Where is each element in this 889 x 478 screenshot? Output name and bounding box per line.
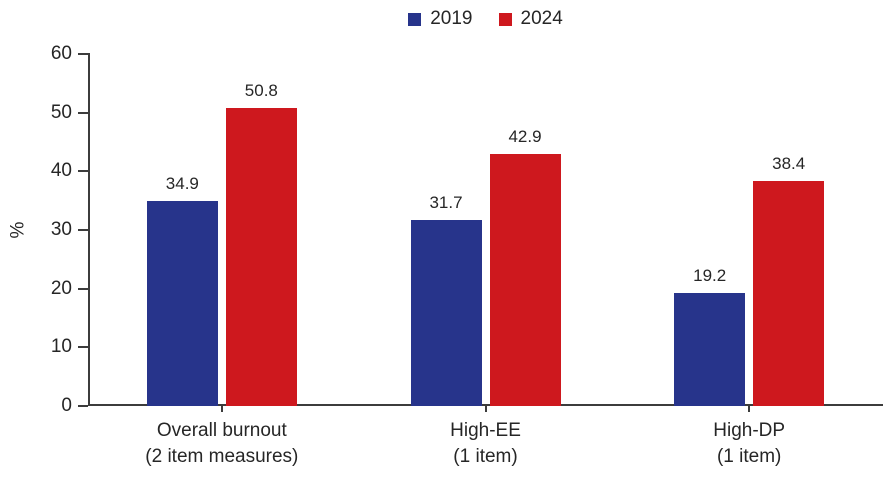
legend-swatch-icon: [408, 12, 422, 26]
y-tick: [78, 111, 88, 114]
value-label: 50.8: [244, 80, 278, 100]
legend-label: 2024: [520, 8, 563, 29]
legend-label: 2019: [430, 8, 473, 29]
y-tick: [78, 53, 88, 55]
value-label: 42.9: [508, 127, 542, 147]
category-label: High-DP (1 item): [713, 420, 786, 467]
bar-2024: [753, 180, 825, 406]
bar-2024: [489, 154, 561, 406]
x-tick: [484, 406, 487, 412]
value-label: 19.2: [693, 266, 727, 286]
x-tick: [220, 406, 223, 412]
y-tick-label: 40: [50, 160, 72, 182]
y-tick: [78, 229, 88, 231]
value-label: 34.9: [165, 174, 199, 194]
bar-2019: [410, 220, 482, 406]
y-tick-label: 10: [50, 336, 72, 358]
y-tick-label: 50: [50, 101, 72, 123]
bar-2024: [225, 107, 297, 406]
y-tick: [78, 170, 88, 173]
y-tick: [78, 346, 88, 349]
value-label: 38.4: [772, 153, 806, 173]
legend: 2019 2024: [90, 8, 881, 30]
x-axis-line: [88, 404, 883, 406]
bar-2019: [674, 293, 746, 406]
y-tick: [78, 287, 88, 290]
category-label: Overall burnout (2 item measures): [145, 420, 299, 467]
y-axis-line: [88, 53, 90, 406]
bar-2019: [146, 201, 218, 406]
y-tick-label: 0: [61, 395, 72, 416]
y-tick-label: 60: [50, 43, 72, 64]
legend-swatch-icon: [498, 12, 512, 26]
legend-item-2024: 2024: [498, 8, 563, 30]
y-tick: [78, 405, 88, 407]
category-label: High-EE (1 item): [450, 420, 521, 467]
value-label: 31.7: [429, 193, 463, 213]
legend-item-2019: 2019: [408, 8, 473, 30]
plot-area: 0 10 20 30 40 50 60 Overall burnout (2 item mea…: [51, 44, 883, 467]
x-tick: [748, 406, 751, 412]
y-tick-label: 30: [50, 219, 72, 240]
y-tick-label: 20: [50, 277, 72, 299]
